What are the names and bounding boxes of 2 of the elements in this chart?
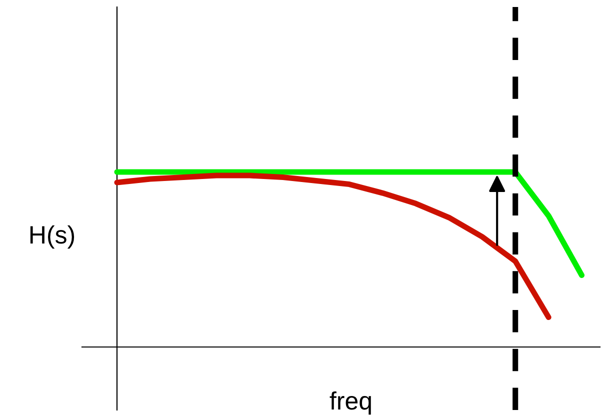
x-axis-title: freq (330, 391, 371, 415)
y-axis-title: H(s) (30, 225, 74, 249)
